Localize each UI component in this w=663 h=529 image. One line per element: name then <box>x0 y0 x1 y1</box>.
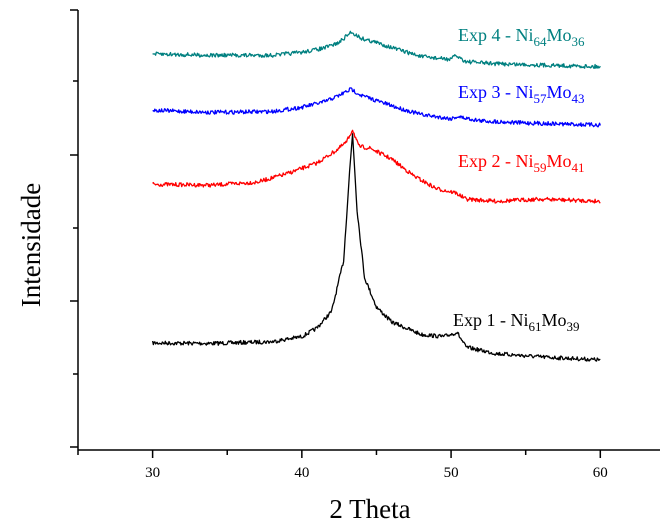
x-axis-label: 2 Theta <box>329 494 410 524</box>
series-label-exp-4: Exp 4 - Ni64Mo36 <box>458 25 585 49</box>
x-tick-label: 50 <box>444 465 459 481</box>
x-axis-ticks: 30 40 50 60 <box>77 450 608 481</box>
x-tick-label: 60 <box>593 465 608 481</box>
y-axis-label: Intensidade <box>16 183 46 307</box>
trace-exp-4 <box>152 30 601 69</box>
y-axis-ticks <box>70 9 78 448</box>
series-label-exp-2: Exp 2 - Ni59Mo41 <box>458 151 585 175</box>
trace-exp-1 <box>151 133 601 362</box>
trace-exp-2 <box>152 129 601 204</box>
series-labels: Exp 1 - Ni61Mo39 Exp 2 - Ni59Mo41 Exp 3 - … <box>453 25 585 334</box>
series-label-exp-1: Exp 1 - Ni61Mo39 <box>453 310 580 334</box>
axes <box>77 10 660 451</box>
series-label-exp-3: Exp 3 - Ni57Mo43 <box>458 82 585 106</box>
x-tick-label: 30 <box>145 465 160 481</box>
series-traces <box>151 30 601 362</box>
x-tick-label: 40 <box>294 465 309 481</box>
trace-exp-3 <box>152 87 601 128</box>
